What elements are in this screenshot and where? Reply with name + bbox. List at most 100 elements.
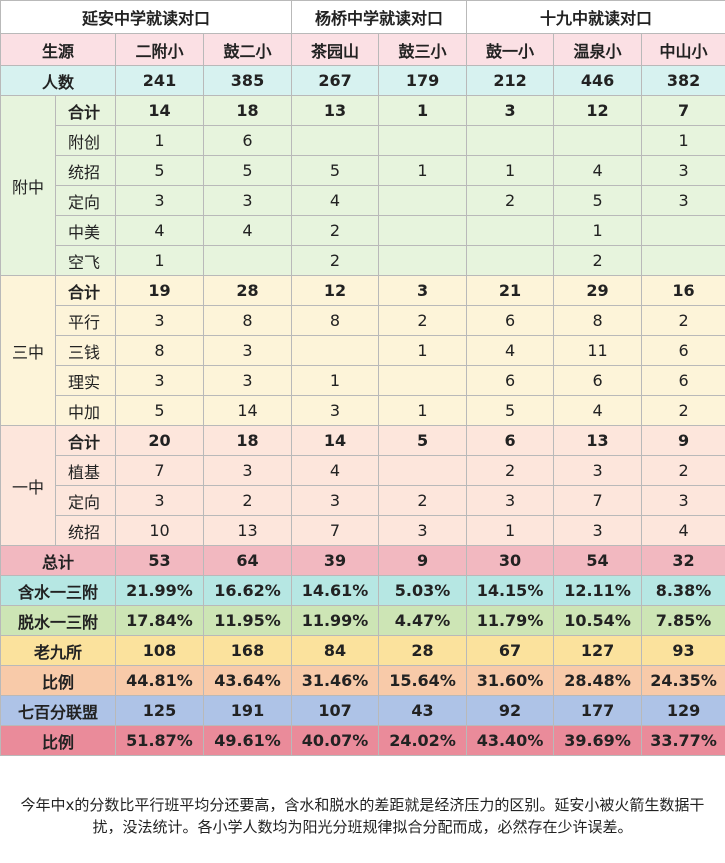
row-label: 定向: [55, 185, 116, 216]
section-row: 三钱 8 3 1 4 11 6: [1, 335, 725, 366]
data-cell: [378, 125, 468, 156]
summary-label: 总计: [0, 545, 116, 576]
data-cell: 10: [115, 515, 204, 546]
data-cell: 6: [466, 365, 555, 396]
data-cell: 5: [115, 155, 204, 186]
data-cell: 3: [202, 335, 293, 366]
summary-cell: 127: [553, 635, 643, 666]
summary-cell: 11.79%: [466, 605, 555, 636]
data-cell: 1: [378, 155, 468, 186]
data-cell: 4: [291, 185, 380, 216]
summary-label: 脱水一三附: [0, 605, 116, 636]
data-cell: 29: [553, 275, 643, 306]
data-cell: 3: [641, 185, 725, 216]
data-cell: 13: [291, 95, 380, 126]
data-cell: 8: [202, 305, 293, 336]
data-cell: [466, 215, 555, 246]
data-cell: 13: [202, 515, 293, 546]
row-label: 三钱: [55, 335, 116, 366]
section-row: 一中 合计 20 18 14 5 6 13 9: [0, 425, 725, 546]
data-cell: 2: [291, 245, 380, 276]
data-cell: 4: [291, 455, 380, 486]
data-cell: 5: [466, 395, 555, 426]
section-row: 植基 7 3 4 2 3 2: [1, 455, 725, 486]
data-cell: [378, 365, 468, 396]
data-cell: 6: [641, 335, 725, 366]
data-cell: 6: [202, 125, 293, 156]
data-cell: 14: [291, 425, 380, 456]
summary-cell: 40.07%: [291, 725, 380, 756]
data-cell: 4: [115, 215, 204, 246]
data-cell: 6: [466, 305, 555, 336]
school-header: 鼓一小: [466, 33, 555, 66]
summary-cell: 28.48%: [553, 665, 643, 696]
summary-cell: 14.15%: [466, 575, 555, 606]
summary-cell: 191: [202, 695, 293, 726]
data-cell: 13: [553, 425, 643, 456]
summary-cell: 32: [641, 545, 725, 576]
section-row: 理实 3 3 1 6 6 6: [1, 365, 725, 396]
row-label: 定向: [55, 485, 116, 516]
data-cell: 4: [553, 395, 643, 426]
data-cell: 4: [202, 215, 293, 246]
summary-cell: 125: [115, 695, 204, 726]
data-cell: 5: [202, 155, 293, 186]
section-name: 一中: [0, 425, 56, 546]
data-cell: 18: [202, 95, 293, 126]
data-cell: [291, 335, 380, 366]
data-cell: 1: [553, 215, 643, 246]
section-row: 附中 合计 14 18 13 1 3 12 7: [0, 95, 725, 276]
data-cell: 14: [202, 395, 293, 426]
population-cell: 179: [378, 65, 468, 96]
summary-cell: 16.62%: [202, 575, 293, 606]
data-cell: 20: [115, 425, 204, 456]
data-cell: 3: [378, 515, 468, 546]
data-cell: [378, 455, 468, 486]
summary-cell: 9: [378, 545, 468, 576]
summary-cell: 24.35%: [641, 665, 725, 696]
summary-cell: 177: [553, 695, 643, 726]
admissions-table: 延安中学就读对口 杨桥中学就读对口 十九中就读对口 生源 二附小 鼓二小 茶园山 鼓三小 鼓一小…: [0, 0, 725, 756]
data-cell: 16: [641, 275, 725, 306]
school-header: 鼓二小: [202, 33, 293, 66]
summary-cell: 11.95%: [202, 605, 293, 636]
section-name: 附中: [0, 95, 56, 276]
summary-cell: 5.03%: [378, 575, 468, 606]
data-cell: 3: [466, 95, 555, 126]
summary-cell: 21.99%: [115, 575, 204, 606]
data-cell: 3: [641, 485, 725, 516]
summary-label: 比例: [0, 725, 116, 756]
data-cell: 1: [466, 515, 555, 546]
population-cell: 241: [115, 65, 204, 96]
data-cell: [202, 245, 293, 276]
section-row: 中加 5 14 3 1 5 4 2: [1, 395, 725, 426]
data-cell: 4: [553, 155, 643, 186]
school-header-row: 生源 二附小 鼓二小 茶园山 鼓三小 鼓一小 温泉小 中山小: [0, 33, 725, 66]
summary-cell: 93: [641, 635, 725, 666]
data-cell: 2: [641, 455, 725, 486]
data-cell: [641, 215, 725, 246]
data-cell: 1: [641, 125, 725, 156]
data-cell: [553, 125, 643, 156]
data-cell: 7: [291, 515, 380, 546]
summary-row: 七百分联盟 125 191 107 43 92 177 129: [0, 695, 725, 726]
data-cell: 3: [115, 305, 204, 336]
summary-cell: 10.54%: [553, 605, 643, 636]
data-cell: 21: [466, 275, 555, 306]
row-label: 合计: [55, 95, 116, 126]
summary-cell: 7.85%: [641, 605, 725, 636]
data-cell: [466, 125, 555, 156]
data-cell: 6: [553, 365, 643, 396]
summary-cell: 43.40%: [466, 725, 555, 756]
data-cell: [641, 245, 725, 276]
summary-cell: 12.11%: [553, 575, 643, 606]
data-cell: 2: [466, 185, 555, 216]
school-header: 二附小: [115, 33, 204, 66]
data-cell: 3: [202, 455, 293, 486]
data-cell: 7: [641, 95, 725, 126]
data-cell: 8: [291, 305, 380, 336]
summary-cell: 51.87%: [115, 725, 204, 756]
population-cell: 446: [553, 65, 643, 96]
data-cell: 3: [378, 275, 468, 306]
row-label: 空飞: [55, 245, 116, 276]
